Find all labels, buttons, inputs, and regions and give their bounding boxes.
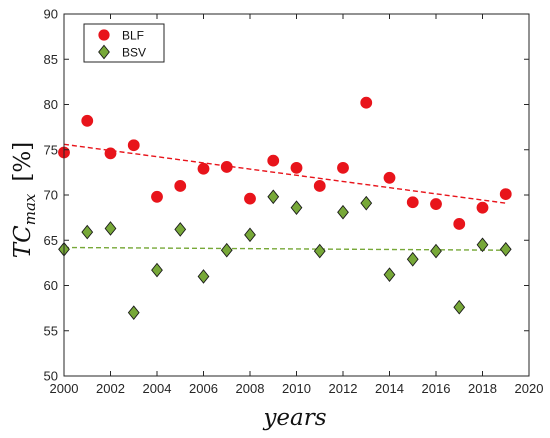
y-tick-label: 90	[44, 7, 58, 22]
x-tick-label: 2020	[515, 381, 544, 396]
x-tick-label: 2014	[375, 381, 404, 396]
blf-point	[151, 190, 163, 203]
blf-point	[453, 218, 466, 230]
blf-point	[406, 196, 419, 209]
legend-label-bsv: BSV	[122, 46, 146, 60]
x-tick-label: 2012	[329, 381, 358, 396]
blf-point	[244, 192, 256, 205]
bsv-point	[406, 251, 419, 267]
svg-text:TCmax[%]: TCmax [%]	[10, 142, 39, 258]
plot-frame	[63, 13, 530, 377]
blf-trend-line	[63, 143, 506, 204]
bsv-point	[453, 299, 466, 315]
blf-point	[174, 180, 187, 192]
blf-point	[337, 161, 349, 174]
x-tick-label: 2018	[468, 381, 497, 396]
bsv-point	[81, 224, 94, 240]
axes: 2000 2002 2004 2006 2008 2010 2012 2014 2016 2018…	[44, 7, 544, 397]
x-axis-title: years	[262, 405, 326, 431]
blf-point	[499, 188, 512, 200]
bsv-point	[290, 200, 303, 215]
y-tick-label: 80	[44, 97, 58, 112]
x-tick-label: 2004	[143, 381, 172, 396]
x-tick-label: 2016	[422, 381, 451, 396]
y-axis-title-unit: [%]	[10, 142, 36, 182]
bsv-point	[174, 222, 187, 237]
bsv-point	[476, 237, 489, 253]
blf-point	[104, 147, 117, 160]
y-tick-label: 60	[44, 278, 58, 293]
bsv-point	[104, 221, 117, 236]
blf-point	[476, 201, 489, 214]
x-tick-label: 2002	[96, 381, 125, 396]
bsv-point	[244, 227, 256, 243]
y-tick-label: 65	[44, 233, 58, 248]
y-tick-label: 70	[44, 188, 58, 203]
y-axis-title-subscript: max	[21, 193, 39, 225]
bsv-point	[151, 262, 163, 278]
blf-point	[197, 162, 210, 175]
bsv-point	[337, 204, 349, 220]
blf-point	[267, 154, 280, 167]
y-tick-label: 85	[44, 52, 58, 67]
x-tick-label: 2008	[236, 381, 265, 396]
bsv-point	[220, 242, 233, 258]
legend: BLF BSV	[83, 23, 165, 63]
bsv-point	[197, 269, 210, 284]
blf-point	[220, 161, 233, 173]
x-tick-label: 2010	[282, 381, 311, 396]
legend-label-blf: BLF	[122, 29, 144, 43]
legend-marker-bsv	[98, 44, 110, 60]
blf-point	[313, 180, 326, 192]
blf-point	[81, 114, 94, 127]
y-axis-title: TCmax [%]	[10, 142, 39, 258]
x-tick-label: 2006	[189, 381, 218, 396]
x-tick-label: 2000	[50, 381, 79, 396]
bsv-point	[430, 243, 442, 259]
legend-box	[83, 23, 165, 63]
blf-point	[383, 171, 396, 184]
blf-point	[127, 139, 140, 152]
y-tick-label: 50	[44, 369, 58, 384]
y-axis-title-main: TC	[10, 225, 36, 258]
y-tick-label: 55	[44, 323, 58, 338]
bsv-point	[267, 189, 280, 205]
y-tick-label: 75	[44, 142, 58, 157]
bsv-point	[499, 241, 512, 257]
blf-point	[290, 161, 303, 174]
bsv-point	[383, 267, 396, 282]
bsv-point	[360, 195, 373, 211]
bsv-point	[127, 305, 140, 320]
blf-point	[430, 198, 442, 210]
blf-point	[360, 96, 373, 109]
legend-marker-blf	[98, 29, 110, 41]
plot-area	[58, 96, 512, 320]
bsv-point	[313, 243, 326, 259]
